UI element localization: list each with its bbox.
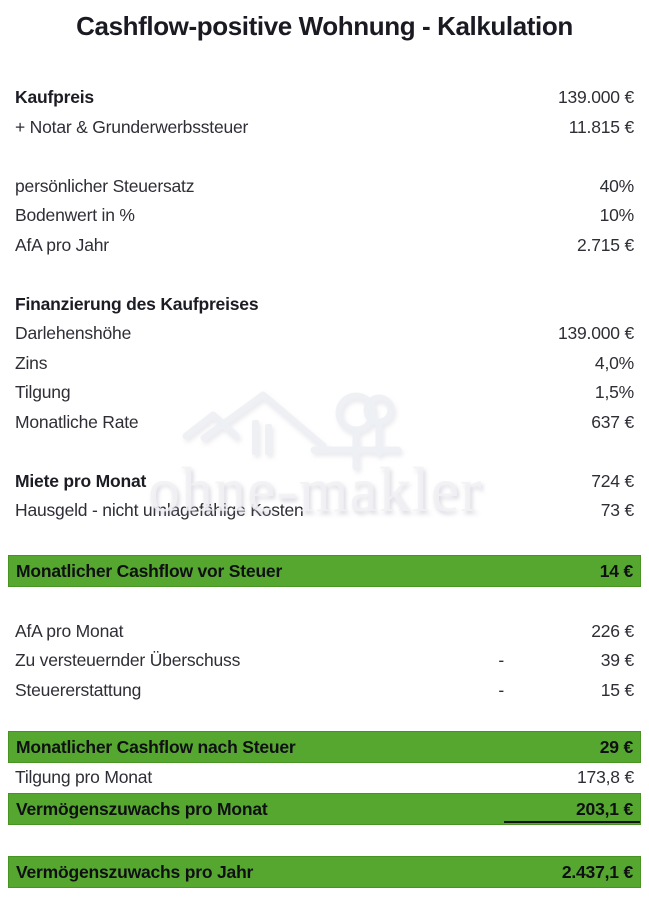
table-row: Steuererstattung - 15 € (8, 676, 641, 706)
row-value: 39 € (600, 650, 634, 670)
row-label: Bodenwert in % (15, 205, 135, 225)
table-row: + Notar & Grunderwerbssteuer 11.815 € (8, 113, 641, 143)
row-spacer (0, 142, 649, 172)
row-value: 1,5% (594, 382, 634, 402)
row-label: Vermögenszuwachs pro Jahr (16, 861, 254, 882)
row-spacer (0, 260, 649, 290)
row-label: Kaufpreis (15, 87, 94, 107)
table-row: Finanzierung des Kaufpreises (8, 290, 641, 320)
row-spacer (0, 437, 649, 467)
summary-row: Vermögenszuwachs pro Monat 203,1 € (8, 792, 641, 825)
row-label: Monatlicher Cashflow vor Steuer (16, 561, 283, 581)
table-row: Miete pro Monat 724 € (8, 467, 641, 497)
row-value: 139.000 € (557, 323, 634, 343)
value-underline (504, 820, 640, 823)
row-label: AfA pro Jahr (15, 234, 109, 255)
row-label: Tilgung pro Monat (15, 767, 153, 787)
row-label: Monatlicher Cashflow nach Steuer (16, 737, 296, 757)
row-value: 2.715 € (577, 234, 634, 255)
row-value: 29 € (599, 737, 633, 757)
row-label: + Notar & Grunderwerbssteuer (15, 116, 249, 137)
row-value: 73 € (600, 500, 634, 520)
row-label: AfA pro Monat (15, 620, 124, 641)
row-label: Monatliche Rate (15, 411, 139, 432)
row-label: persönlicher Steuersatz (15, 175, 195, 196)
table-row: Zu versteuernder Überschuss - 39 € (8, 646, 641, 676)
row-value: 2.437,1 € (561, 861, 633, 882)
table-row: AfA pro Monat 226 € (8, 617, 641, 647)
row-label: Hausgeld - nicht umlagefähige Kosten (15, 500, 304, 520)
row-label: Zu versteuernder Überschuss (15, 650, 241, 670)
page-title: Cashflow-positive Wohnung - Kalkulation (76, 11, 573, 41)
row-label: Tilgung (15, 382, 71, 402)
row-value: 10% (599, 205, 635, 225)
row-label: Darlehenshöhe (15, 323, 132, 343)
row-value: 139.000 € (557, 87, 634, 107)
minus-sign: - (498, 650, 504, 670)
row-spacer (0, 526, 649, 556)
row-value: 203,1 € (576, 798, 633, 819)
row-value: 173,8 € (577, 767, 634, 787)
row-label: Steuererstattung (15, 679, 142, 700)
table-row: Zins 4,0% (8, 349, 641, 379)
summary-row: Monatlicher Cashflow nach Steuer 29 € (8, 731, 641, 763)
row-label: Zins (15, 352, 48, 373)
table-row: Bodenwert in % 10% (8, 201, 641, 231)
row-value: 226 € (591, 620, 634, 641)
summary-row: Vermögenszuwachs pro Jahr 2.437,1 € (8, 855, 641, 888)
row-spacer (0, 705, 649, 731)
table-row: persönlicher Steuersatz 40% (8, 172, 641, 202)
row-value: 4,0% (594, 352, 634, 373)
row-value: 14 € (599, 561, 633, 581)
table-row: Darlehenshöhe 139.000 € (8, 319, 641, 349)
row-spacer (0, 587, 649, 617)
minus-sign: - (498, 679, 504, 700)
row-value: 724 € (591, 470, 634, 491)
row-label: Vermögenszuwachs pro Monat (16, 798, 268, 819)
table-row: Tilgung pro Monat 173,8 € (8, 763, 641, 793)
row-label: Finanzierung des Kaufpreises (15, 293, 259, 314)
calculation-table: Kaufpreis 139.000 € + Notar & Grunderwerbs… (0, 83, 649, 888)
row-label: Miete pro Monat (15, 470, 147, 491)
row-value: 15 € (600, 679, 634, 700)
row-value: 11.815 € (568, 116, 634, 137)
table-row: Hausgeld - nicht umlagefähige Kosten 73 € (8, 496, 641, 526)
table-row: Monatliche Rate 637 € (8, 408, 641, 438)
row-value: 637 € (591, 411, 634, 432)
table-row: AfA pro Jahr 2.715 € (8, 231, 641, 261)
row-value: 40% (599, 175, 635, 196)
table-row: Kaufpreis 139.000 € (8, 83, 641, 113)
table-row: Tilgung 1,5% (8, 378, 641, 408)
summary-row: Monatlicher Cashflow vor Steuer 14 € (8, 555, 641, 587)
row-spacer (0, 825, 649, 856)
